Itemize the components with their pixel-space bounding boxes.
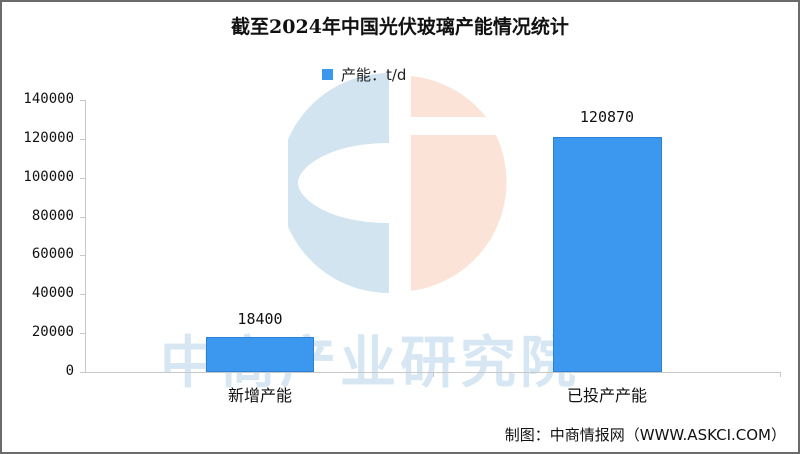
y-tick xyxy=(80,333,85,334)
legend-swatch xyxy=(322,69,333,80)
legend: 产能：t/d xyxy=(322,64,406,85)
chart-title: 截至2024年中国光伏玻璃产能情况统计 xyxy=(231,16,569,38)
y-tick xyxy=(80,139,85,140)
bar-operational-capacity[interactable] xyxy=(553,137,662,372)
y-tick-label: 40000 xyxy=(31,285,74,301)
bar-new-capacity[interactable] xyxy=(206,337,314,372)
y-tick-label: 120000 xyxy=(23,130,74,146)
y-tick xyxy=(80,100,85,101)
watermark-logo-icon xyxy=(279,72,510,294)
y-tick xyxy=(80,217,85,218)
y-tick xyxy=(80,372,85,373)
x-tick xyxy=(433,372,434,377)
y-tick-label: 100000 xyxy=(23,169,74,185)
x-category-label: 新增产能 xyxy=(227,386,292,405)
x-tick xyxy=(780,372,781,377)
y-tick xyxy=(80,178,85,179)
y-tick-label: 60000 xyxy=(31,246,74,262)
y-axis xyxy=(85,100,86,373)
y-tick-label: 0 xyxy=(65,363,74,379)
x-category-label: 已投产产能 xyxy=(566,386,647,405)
bar-value-label: 120870 xyxy=(579,108,635,126)
y-tick-label: 80000 xyxy=(31,208,74,224)
y-tick xyxy=(80,294,85,295)
bar-value-label: 18400 xyxy=(237,310,283,328)
y-tick-label: 20000 xyxy=(31,324,74,340)
y-tick-label: 140000 xyxy=(23,91,74,107)
legend-label: 产能：t/d xyxy=(341,66,407,84)
y-tick xyxy=(80,255,85,256)
source-note: 制图：中商情报网（WWW.ASKCI.COM） xyxy=(504,426,786,444)
